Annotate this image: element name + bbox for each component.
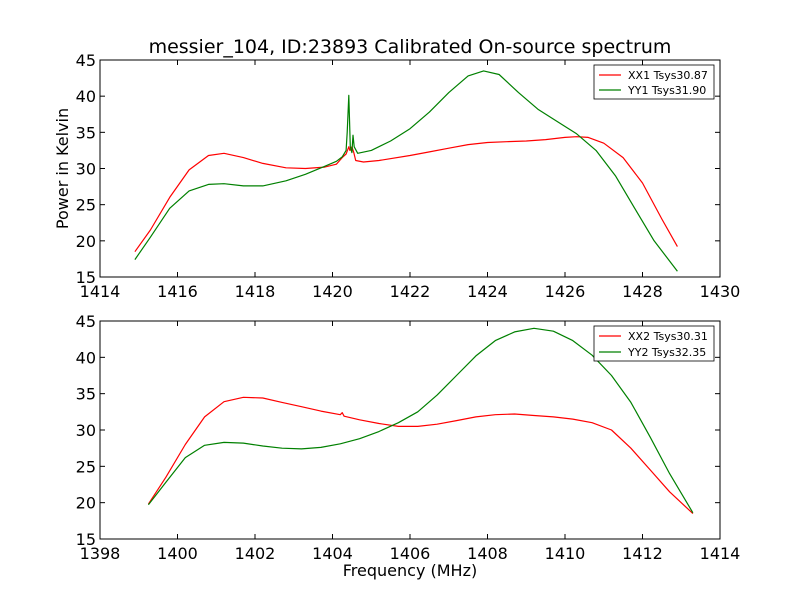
x-tick-label: 1412	[622, 544, 663, 563]
y-tick-label: 45	[76, 51, 96, 70]
bottom-series-layer	[147, 327, 694, 515]
x-tick-label: 1414	[700, 544, 741, 563]
y-tick-label: 15	[76, 530, 96, 549]
x-axis-label: Frequency (MHz)	[343, 561, 477, 580]
y-tick-label: 25	[76, 457, 96, 476]
y-tick-label: 20	[76, 232, 96, 251]
bottom-spectrum-panel: Frequency (MHz) 1398 1400 1402 1404 1406 1408…	[76, 312, 741, 580]
legend-box	[593, 325, 715, 362]
x-tick-label: 1398	[80, 544, 121, 563]
bottom-series-yy2-line	[147, 327, 694, 514]
top-series-layer	[134, 70, 678, 272]
x-tick-label: 1406	[390, 544, 431, 563]
y-tick-label: 35	[76, 123, 96, 142]
y-tick-label: 30	[76, 160, 96, 179]
x-tick-label: 1420	[312, 282, 353, 301]
legend-box	[593, 64, 715, 100]
bottom-axis-ticks: 1398 1400 1402 1404 1406 1408 1410 1412 1414 15 20…	[76, 312, 741, 563]
top-legend: XX1 Tsys30.87 YY1 Tsys31.90	[593, 64, 715, 100]
x-tick-label: 1422	[390, 282, 431, 301]
y-tick-label: 20	[76, 494, 96, 513]
x-tick-label: 1414	[80, 282, 121, 301]
legend-label-xx1: XX1 Tsys30.87	[628, 69, 708, 82]
legend-label-yy1: YY1 Tsys31.90	[627, 84, 706, 97]
legend-label-yy2: YY2 Tsys32.35	[627, 346, 706, 359]
x-tick-label: 1418	[235, 282, 276, 301]
x-tick-label: 1428	[622, 282, 663, 301]
x-tick-label: 1424	[467, 282, 508, 301]
bottom-plot-frame	[99, 320, 721, 540]
x-tick-label: 1430	[700, 282, 741, 301]
x-tick-label: 1404	[312, 544, 353, 563]
top-series-yy1-line	[134, 70, 678, 272]
x-tick-label: 1426	[545, 282, 586, 301]
legend-label-xx2: XX2 Tsys30.31	[628, 330, 708, 343]
chart-title: messier_104, ID:23893 Calibrated On-sour…	[149, 36, 672, 58]
y-tick-label: 15	[76, 268, 96, 287]
y-tick-label: 40	[76, 87, 96, 106]
top-series-xx1-line	[134, 136, 678, 253]
x-tick-label: 1408	[467, 544, 508, 563]
x-tick-label: 1416	[157, 282, 198, 301]
x-tick-label: 1402	[235, 544, 276, 563]
top-axis-ticks: 1414 1416 1418 1420 1422 1424 1426 1428 1430 15 20…	[76, 51, 741, 301]
y-axis-label: Power in Kelvin	[53, 108, 72, 229]
y-tick-label: 45	[76, 312, 96, 331]
x-tick-label: 1410	[545, 544, 586, 563]
x-tick-label: 1400	[157, 544, 198, 563]
bottom-legend: XX2 Tsys30.31 YY2 Tsys32.35	[593, 325, 715, 362]
y-tick-label: 25	[76, 196, 96, 215]
top-plot-frame	[99, 59, 721, 278]
y-tick-label: 35	[76, 385, 96, 404]
y-tick-label: 40	[76, 348, 96, 367]
bottom-series-xx2-line	[147, 396, 694, 515]
y-tick-label: 30	[76, 421, 96, 440]
top-spectrum-panel: messier_104, ID:23893 Calibrated On-sour…	[53, 36, 740, 301]
